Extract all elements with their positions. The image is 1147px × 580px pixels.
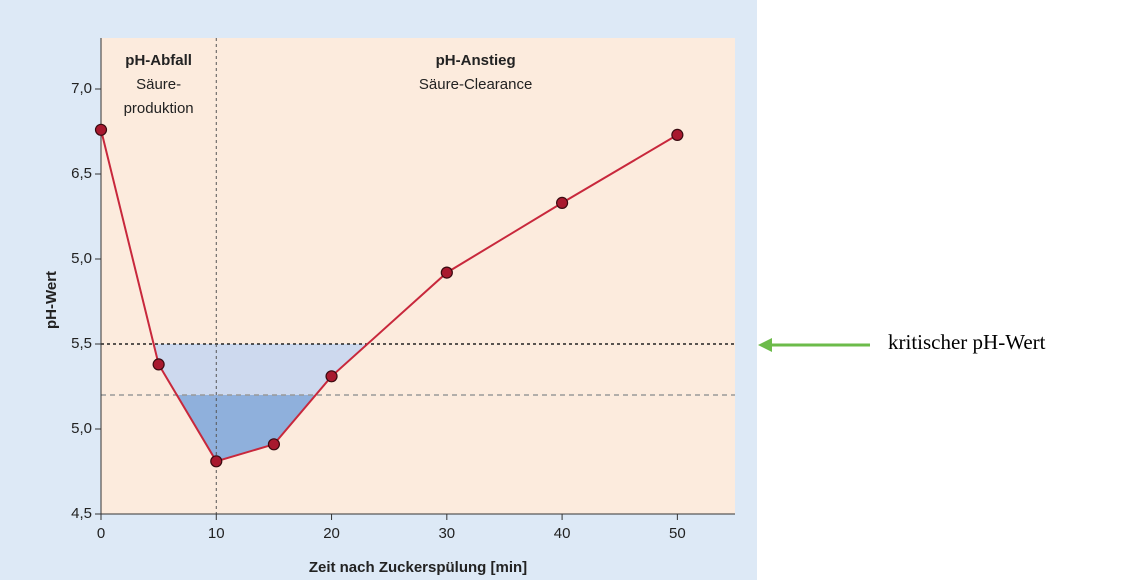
- x-tick-label: 30: [438, 525, 455, 542]
- data-point: [440, 266, 453, 279]
- region-title: pH-Abfall: [125, 52, 192, 69]
- data-point: [267, 438, 281, 451]
- y-tick-label: 5,0: [71, 250, 92, 267]
- plot-area: [101, 38, 735, 514]
- region-text: produktion: [124, 100, 194, 117]
- region-text: Säure-: [136, 76, 181, 93]
- y-tick-label: 5,5: [71, 335, 92, 352]
- x-tick-label: 0: [97, 525, 105, 542]
- x-tick-label: 50: [669, 525, 686, 542]
- x-axis-title: Zeit nach Zuckerspülung [min]: [309, 559, 527, 576]
- region-title: pH-Anstieg: [436, 52, 516, 69]
- y-tick-label: 4,5: [71, 505, 92, 522]
- data-point: [152, 358, 165, 371]
- y-tick-label: 7,0: [71, 80, 92, 97]
- y-tick-label: 5,0: [71, 420, 92, 437]
- data-point: [325, 370, 338, 383]
- region-text: Säure-Clearance: [419, 76, 532, 93]
- x-tick-label: 40: [554, 525, 571, 542]
- data-point: [555, 196, 569, 209]
- x-tick-label: 20: [323, 525, 340, 542]
- reference-label: kritischer pH-Wert: [888, 330, 1046, 354]
- x-tick-label: 10: [208, 525, 225, 542]
- y-tick-label: 6,5: [71, 165, 92, 182]
- data-point: [94, 123, 108, 136]
- data-point: [671, 128, 684, 141]
- shaded-area: [176, 395, 316, 462]
- data-point: [210, 455, 223, 468]
- arrow-head: [758, 338, 772, 352]
- y-axis-title: pH-Wert: [43, 271, 60, 329]
- data-line: [100, 129, 678, 463]
